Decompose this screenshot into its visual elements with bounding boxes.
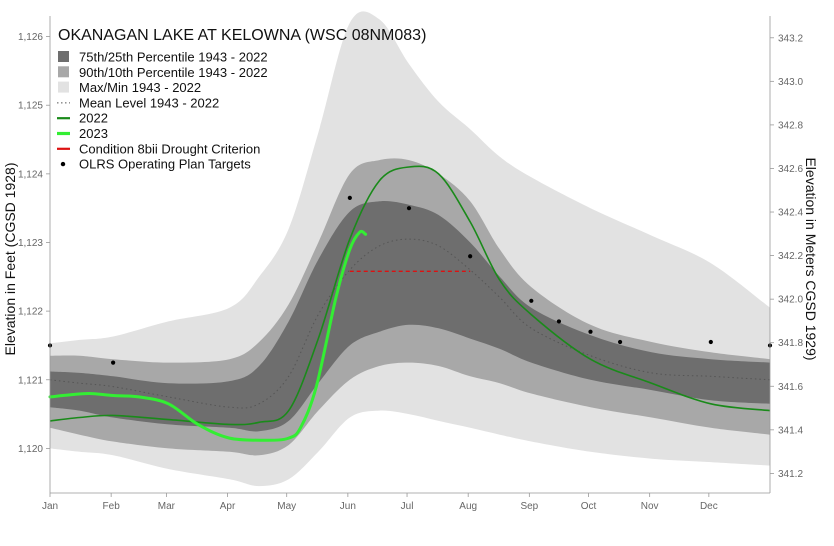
x-tick-label: Dec [700,501,718,512]
legend-label-2022: 2022 [79,111,108,126]
y-right-tick-label: 343.0 [778,77,803,88]
y-axis-title-right: Elevation in Meters CGSD 1929) [803,157,819,360]
y-right-tick-label: 341.8 [778,338,803,349]
y-left-tick-label: 1,124 [18,169,43,180]
legend-swatch-max-min-1943-2022 [58,81,69,93]
legend: 75th/25th Percentile 1943 - 202290th/10t… [57,50,268,172]
target-point [588,329,593,334]
series-2022 [49,165,771,426]
y-right-tick-label: 342.0 [778,295,803,306]
y-left-tick-label: 1,126 [18,32,43,43]
x-tick-label: May [277,501,296,512]
axes: Jan Feb Mar Apr May Jun Jul Aug Sep Oct Nov Dec 1,12… [18,16,803,512]
y-right-tick-label: 341.2 [778,469,803,480]
x-tick-label: Sep [520,501,538,512]
legend-label-olrs-operating-plan-targets: OLRS Operating Plan Targets [79,157,251,172]
y-left-tick-label: 1,123 [18,238,43,249]
series-mean-level-1943-2022 [49,238,771,409]
x-tick-label: Feb [103,501,121,512]
y-right-tick-label: 341.6 [778,382,803,393]
x-tick-label: Jul [401,501,414,512]
y-left-tick-label: 1,122 [18,307,43,318]
band-75th-25th-percentile-1943-2022 [50,201,770,432]
target-point [617,339,623,345]
legend-label-condition-8bii-drought-criterion: Condition 8bii Drought Criterion [79,141,260,156]
target-point [529,298,534,303]
y-left-tick-label: 1,125 [18,101,43,112]
y-right-tick-label: 342.2 [778,251,803,262]
x-tick-label: Oct [581,501,597,512]
target-point [111,360,116,365]
legend-label-max-min-1943-2022: Max/Min 1943 - 2022 [79,80,201,95]
x-tick-label: Aug [459,501,477,512]
legend-label-90th-10th-percentile-1943-2022: 90th/10th Percentile 1943 - 2022 [79,65,268,80]
legend-label-2023: 2023 [79,126,108,141]
target-point [556,319,562,324]
y-left-tick-label: 1,121 [18,375,43,386]
y-left-tick-label: 1,120 [18,444,43,455]
legend-label-75th-25th-percentile-1943-2022: 75th/25th Percentile 1943 - 2022 [79,50,268,65]
target-point [468,254,473,259]
x-tick-label: Jan [42,501,58,512]
y-right-tick-label: 342.8 [778,120,803,131]
target-point [708,339,713,345]
x-tick-label: Jun [340,501,356,512]
x-tick-label: Nov [641,501,659,512]
plot-area [47,11,773,487]
y-right-tick-label: 342.6 [778,164,803,175]
legend-swatch-olrs-operating-plan-targets [60,161,66,167]
y-right-tick-label: 341.4 [778,425,803,436]
x-tick-label: Apr [220,501,236,512]
legend-swatch-75th-25th-percentile-1943-2022 [58,51,69,62]
target-point [406,206,412,211]
y-right-tick-label: 343.2 [778,33,803,44]
y-axis-title-left: Elevation in Feet (CGSD 1928) [2,163,18,356]
series-2023 [48,229,368,442]
legend-label-mean-level-1943-2022: Mean Level 1943 - 2022 [79,95,219,110]
legend-swatch-90th-10th-percentile-1943-2022 [58,66,69,78]
x-tick-label: Mar [158,501,176,512]
chart-title: OKANAGAN LAKE AT KELOWNA (WSC 08NM083) [58,27,426,44]
y-right-tick-label: 342.4 [778,208,803,219]
target-point [347,195,352,200]
